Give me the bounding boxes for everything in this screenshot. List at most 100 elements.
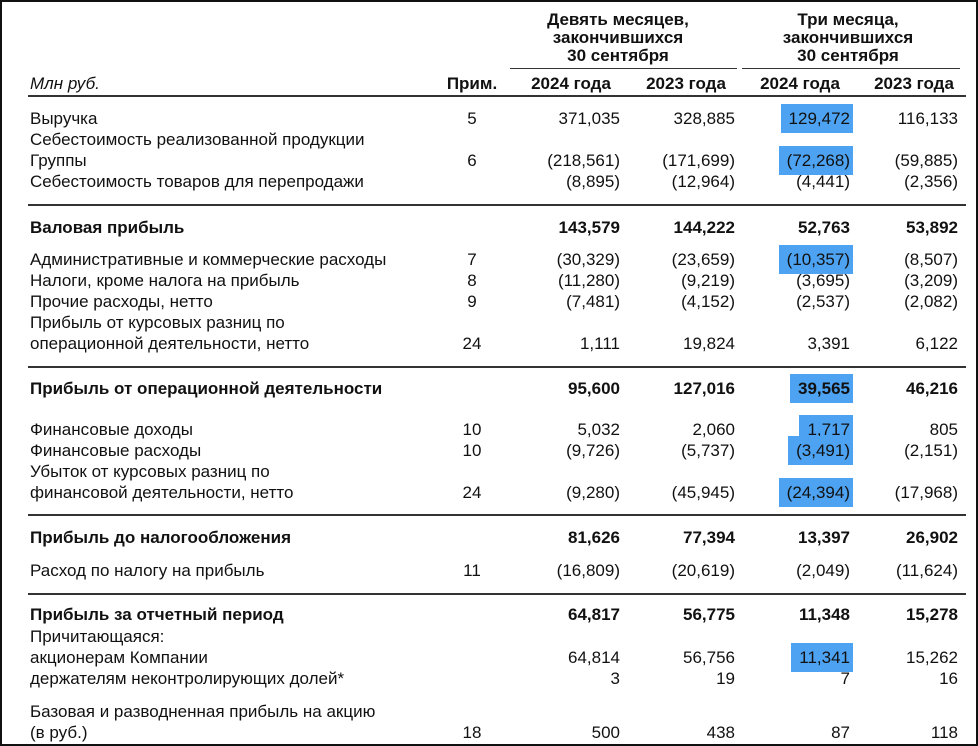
note-ref: 18 xyxy=(462,723,482,742)
value-cell: 56,775 xyxy=(625,604,735,626)
row-label: акционерам Компании xyxy=(30,648,208,667)
note-ref: 9 xyxy=(467,292,477,311)
value: (8,895) xyxy=(566,172,620,191)
value-cell: 144,222 xyxy=(625,217,735,239)
highlighted-value: 11,341 xyxy=(791,643,853,672)
value-cell: (20,619) xyxy=(625,560,735,582)
highlighted-value: (3,491) xyxy=(788,436,853,465)
value: (7,481) xyxy=(566,292,620,311)
row-label: операционной деятельности, нетто xyxy=(30,334,310,353)
note-ref: 10 xyxy=(462,420,482,439)
value-cell: 15,278 xyxy=(848,604,958,626)
value-cell: 11,341 xyxy=(740,643,853,672)
group-header: Три месяца, xyxy=(797,10,899,29)
group-header: Девять месяцев, xyxy=(547,10,689,29)
rule xyxy=(742,68,960,69)
note-ref: 24 xyxy=(462,483,482,502)
group-header: закончившихся xyxy=(552,28,684,47)
value-cell: (3,491) xyxy=(740,436,853,465)
group-header: 30 сентября xyxy=(567,46,669,65)
value-cell: 19,824 xyxy=(625,333,735,355)
value: 144,222 xyxy=(673,218,735,237)
value-cell: 7 xyxy=(740,668,850,690)
value: (17,968) xyxy=(894,483,958,502)
row-label: Убыток от курсовых разниц по xyxy=(30,462,270,481)
row-label: Прибыль за отчетный период xyxy=(30,605,284,624)
value: (3,695) xyxy=(796,271,850,290)
row-label: Налоги, кроме налога на прибыль xyxy=(30,271,300,290)
value: 118 xyxy=(930,723,958,742)
value-cell: 143,579 xyxy=(510,217,620,239)
value-cell: 64,814 xyxy=(510,647,620,669)
value-cell: 129,472 xyxy=(740,104,853,133)
value-cell: (8,895) xyxy=(510,171,620,193)
value-cell: 3,391 xyxy=(740,333,850,355)
value: 2,060 xyxy=(692,420,735,439)
value: 3,391 xyxy=(807,334,850,353)
value-cell: 13,397 xyxy=(740,527,850,549)
value-cell: 1,111 xyxy=(510,333,620,355)
value-cell: (3,695) xyxy=(740,270,850,292)
value: 328,885 xyxy=(673,109,735,128)
value: (2,356) xyxy=(904,172,958,191)
row-label: Базовая и разводненная прибыль на акцию xyxy=(30,702,376,721)
row-label: Валовая прибыль xyxy=(30,218,185,237)
value-cell: (72,268) xyxy=(740,146,853,175)
value-cell: 52,763 xyxy=(740,217,850,239)
value: (5,737) xyxy=(681,441,735,460)
value: 13,397 xyxy=(798,528,850,547)
value: 143,579 xyxy=(558,218,620,237)
value: 56,775 xyxy=(683,605,735,624)
row-label: Прибыль до налогообложения xyxy=(30,528,291,547)
group-header: 30 сентября xyxy=(797,46,899,65)
year-header: 2023 года xyxy=(646,74,726,93)
value: (218,561) xyxy=(547,151,620,170)
value: 81,626 xyxy=(568,528,620,547)
value-cell: (2,082) xyxy=(848,291,958,313)
value: 127,016 xyxy=(673,379,735,398)
value: 805 xyxy=(929,420,958,439)
highlighted-value: 129,472 xyxy=(780,104,853,133)
year-header: 2024 года xyxy=(531,74,611,93)
value-cell: 116,133 xyxy=(848,108,958,130)
value-cell: 371,035 xyxy=(510,108,620,130)
value: 11,348 xyxy=(798,605,850,624)
value: (8,507) xyxy=(904,250,958,269)
rule xyxy=(28,514,966,516)
value-cell: 438 xyxy=(625,722,735,744)
row-label: Себестоимость товаров для перепродажи xyxy=(30,172,364,191)
value: 1,111 xyxy=(579,334,620,353)
value-cell: (45,945) xyxy=(625,482,735,504)
value-cell: 64,817 xyxy=(510,604,620,626)
highlighted-value: 39,565 xyxy=(790,374,853,403)
value-cell: (218,561) xyxy=(510,150,620,172)
note-ref: 11 xyxy=(463,561,481,580)
note-ref: 24 xyxy=(462,334,482,353)
value-cell: (2,151) xyxy=(848,440,958,462)
value-cell: (9,219) xyxy=(625,270,735,292)
value: (2,082) xyxy=(904,292,958,311)
note-ref: 5 xyxy=(467,109,477,128)
value-cell: 805 xyxy=(848,419,958,441)
highlighted-value: (72,268) xyxy=(778,146,853,175)
value-cell: 5,032 xyxy=(510,419,620,441)
value-cell: (2,537) xyxy=(740,291,850,313)
value-cell: 16 xyxy=(848,668,958,690)
value: 371,035 xyxy=(558,109,620,128)
value-cell: 127,016 xyxy=(625,378,735,400)
note-ref: 7 xyxy=(467,250,477,269)
value-cell: (12,964) xyxy=(625,171,735,193)
value-cell: 118 xyxy=(848,722,958,744)
value-cell: (30,329) xyxy=(510,249,620,271)
value-cell: (7,481) xyxy=(510,291,620,313)
value-cell: (11,624) xyxy=(848,560,958,582)
value-cell: (9,726) xyxy=(510,440,620,462)
value: (171,699) xyxy=(662,151,735,170)
unit-label: Млн руб. xyxy=(30,74,100,93)
value: (20,619) xyxy=(671,561,735,580)
row-label: Прибыль от операционной деятельности xyxy=(30,379,383,398)
group-header: закончившихся xyxy=(782,28,914,47)
year-header: 2024 года xyxy=(760,74,840,93)
row-label: Административные и коммерческие расходы xyxy=(30,250,387,269)
